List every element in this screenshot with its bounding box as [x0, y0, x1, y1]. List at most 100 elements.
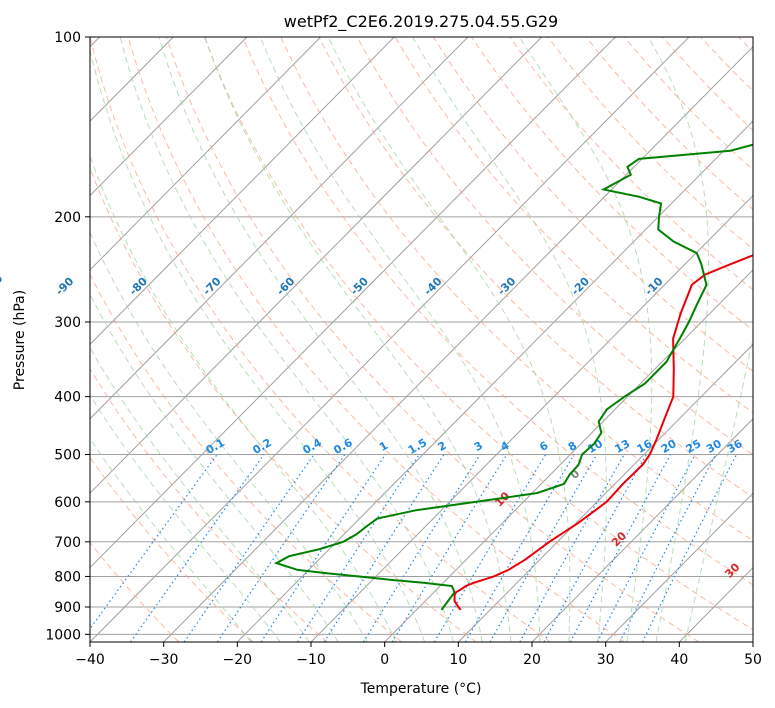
dry-adiabat-line	[318, 37, 753, 499]
isotherm-label: -10	[642, 275, 665, 298]
plot-frame	[89, 36, 754, 643]
dry-adiabat-line	[432, 37, 753, 372]
x-tick-label: −40	[75, 652, 105, 668]
moist-adiabat-line	[90, 48, 426, 642]
moist-adiabat-line	[204, 37, 512, 642]
y-tick-label: 1000	[45, 627, 81, 643]
y-tick-label: 200	[54, 210, 81, 226]
x-tick-label: 0	[380, 652, 389, 668]
dry-adiabat-line	[509, 37, 753, 291]
plot-area	[90, 37, 753, 642]
dry-adiabat-line	[280, 37, 753, 542]
dry-adiabat-line	[242, 37, 753, 586]
mixing-ratio-label: 2	[436, 439, 449, 454]
isotherm-line	[531, 418, 753, 642]
x-tick-label: 50	[744, 652, 762, 668]
mixing-ratio-line	[90, 454, 218, 630]
isotherm-line	[90, 37, 248, 197]
mixing-ratio-label: 25	[684, 437, 704, 456]
mixing-ratio-line	[433, 454, 547, 642]
isotherm-label: -60	[274, 275, 297, 298]
y-tick-label: 800	[54, 569, 81, 585]
mixing-ratio-label: 0.4	[301, 436, 325, 457]
y-tick-label: 400	[54, 390, 81, 406]
isotherm-line	[90, 37, 321, 271]
x-axis-label: Temperature (°C)	[360, 681, 482, 697]
x-tick-label: 20	[523, 652, 541, 668]
mixing-ratio-label: 1	[377, 439, 390, 454]
isotherm-line	[605, 492, 753, 642]
isotherm-line	[236, 120, 753, 642]
x-tick-label: 40	[670, 652, 688, 668]
moist-adiabat-line	[119, 37, 454, 642]
series-lines	[273, 143, 753, 611]
y-tick-label: 900	[54, 600, 81, 616]
dry-adiabat-line	[203, 37, 753, 631]
isotherm-label: -40	[421, 275, 444, 298]
dry-adiabat-line	[394, 37, 753, 414]
mixing-ratio-line	[183, 454, 315, 642]
dry-adiabat-line	[547, 37, 753, 250]
mixing-ratio-label: 0.2	[251, 436, 274, 457]
mixing-ratio-line	[130, 454, 265, 642]
moist-adiabat-line	[90, 231, 368, 642]
isotherm-line	[90, 37, 690, 642]
mixing-ratio-label: 13	[613, 437, 633, 456]
isotherm-label: -90	[53, 275, 76, 298]
moist-adiabat-line	[90, 154, 397, 642]
y-axis-label: Pressure (hPa)	[12, 290, 28, 390]
isotherm-line	[90, 37, 395, 346]
mixing-ratio-line	[296, 454, 420, 642]
mixing-ratio-label: 1.5	[406, 436, 429, 457]
mixing-ratio-line	[391, 454, 508, 642]
temperature-line	[453, 254, 753, 611]
moist-adiabat-line	[518, 37, 653, 642]
dry-adiabat-line	[90, 456, 254, 642]
moist-adiabat-line	[90, 293, 339, 642]
y-tick-label: 100	[54, 30, 81, 46]
mixing-ratio-line	[216, 454, 346, 642]
y-tick-label: 600	[54, 495, 81, 511]
y-tick-label: 500	[54, 448, 81, 464]
moist-adiabat-line	[327, 37, 571, 642]
dry-adiabat-line	[90, 166, 477, 642]
moist-adiabat-line	[90, 437, 252, 642]
mixing-ratio-line	[489, 454, 598, 642]
moist-adiabat-line	[158, 37, 483, 642]
mixing-ratio-label: 16	[635, 437, 655, 456]
mixing-ratio-label: 8	[566, 439, 579, 454]
moist-adiabat-line	[259, 37, 541, 642]
mixing-ratio-line	[362, 454, 481, 642]
dewpoint-line	[273, 143, 753, 611]
moist-adiabat-line	[412, 37, 607, 642]
mixing-ratio-label: 3	[472, 439, 485, 454]
dry-adiabat-line	[738, 37, 753, 53]
mixing-ratio-label: 6	[537, 439, 550, 454]
dry-adiabat-line	[165, 37, 700, 642]
y-axis: 100 200 300 400 500 600 700 800 900 1000	[45, 30, 90, 643]
isotherm-line	[90, 37, 469, 420]
chart-title: wetPf2_C2E6.2019.275.04.55.G29	[284, 12, 558, 32]
isotherm-label: -30	[495, 275, 518, 298]
dry-adiabat-line	[623, 37, 753, 171]
isotherm-line	[678, 566, 753, 642]
dry-adiabat-line	[356, 37, 753, 456]
y-tick-label: 300	[54, 315, 81, 331]
dry-adiabat-line	[90, 37, 551, 642]
mixing-ratio-line	[464, 454, 575, 642]
mixing-ratio-label: 20	[659, 437, 679, 456]
mixing-ratio-line	[642, 454, 738, 642]
mixing-ratio-line	[519, 454, 625, 642]
mixing-ratio-line	[323, 454, 445, 642]
mixing-ratio-label: 10	[585, 437, 605, 456]
x-axis: −40 −30 −20 −10 0 10 20 30 40 50	[75, 642, 762, 668]
isotherm-label: -80	[127, 275, 150, 298]
mixing-ratio-line	[260, 454, 386, 642]
dry-adiabat-line	[90, 367, 328, 642]
mixing-ratio-line	[619, 454, 717, 642]
moist-adiabat-line	[647, 37, 710, 642]
moist-adiabat-line	[90, 394, 281, 642]
isotherm-line	[384, 269, 753, 642]
x-tick-label: 30	[597, 652, 615, 668]
